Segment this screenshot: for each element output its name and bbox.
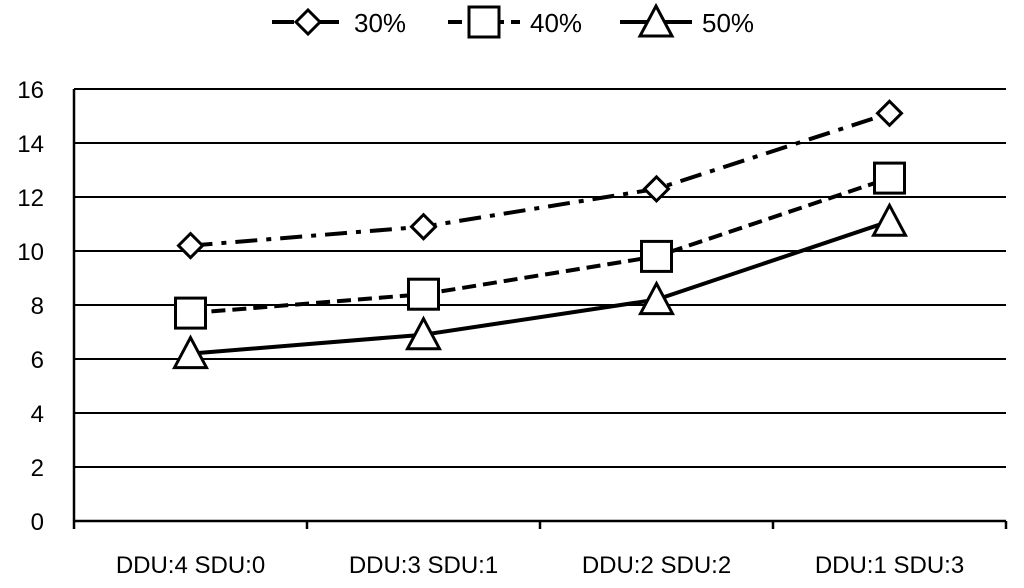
y-tick-label: 12 bbox=[17, 185, 44, 212]
legend-label: 40% bbox=[530, 8, 582, 38]
y-tick-label: 0 bbox=[31, 509, 44, 536]
series-line bbox=[190, 219, 891, 356]
legend-item: 30% bbox=[272, 7, 406, 38]
data-point-marker bbox=[405, 315, 442, 351]
data-point-marker bbox=[871, 202, 908, 237]
legend: 30% 40% 50% bbox=[272, 2, 754, 39]
series-line bbox=[190, 111, 891, 248]
data-point-marker bbox=[638, 280, 675, 316]
axes bbox=[72, 89, 1008, 529]
x-axis-categories: DDU:4 SDU:0 DDU:3 SDU:1 DDU:2 SDU:2 DDU:1 S… bbox=[116, 552, 964, 579]
y-tick-label: 2 bbox=[31, 455, 44, 482]
x-category-label: DDU:3 SDU:1 bbox=[349, 552, 498, 579]
series-50pct bbox=[172, 202, 908, 370]
data-point-marker bbox=[640, 239, 673, 273]
y-tick-label: 16 bbox=[17, 77, 44, 104]
legend-marker bbox=[293, 7, 323, 37]
x-category-label: DDU:4 SDU:0 bbox=[116, 552, 265, 579]
y-tick-label: 6 bbox=[31, 347, 44, 374]
y-axis-ticks: 0 2 4 6 8 10 12 14 16 bbox=[17, 77, 44, 536]
grid-lines bbox=[74, 88, 1006, 468]
y-tick-label: 14 bbox=[17, 131, 44, 158]
series-group bbox=[172, 99, 908, 370]
series-line bbox=[190, 176, 891, 316]
data-point-marker bbox=[642, 174, 671, 204]
y-tick-label: 4 bbox=[31, 401, 44, 428]
legend-item: 50% bbox=[620, 2, 754, 38]
data-point-marker bbox=[873, 161, 906, 195]
legend-marker bbox=[637, 2, 675, 38]
y-tick-label: 8 bbox=[31, 293, 44, 320]
x-category-label: DDU:1 SDU:3 bbox=[815, 552, 964, 579]
legend-label: 50% bbox=[702, 8, 754, 38]
series-30pct bbox=[176, 99, 904, 260]
data-point-marker bbox=[174, 296, 207, 330]
legend-item: 40% bbox=[448, 5, 582, 39]
data-point-marker bbox=[409, 212, 438, 241]
y-tick-label: 10 bbox=[17, 239, 44, 266]
data-point-marker bbox=[407, 277, 440, 311]
x-category-label: DDU:2 SDU:2 bbox=[582, 552, 731, 579]
data-point-marker bbox=[176, 231, 205, 260]
data-point-marker bbox=[172, 334, 209, 370]
legend-marker bbox=[467, 5, 501, 39]
data-point-marker bbox=[875, 99, 904, 128]
legend-label: 30% bbox=[354, 8, 406, 38]
series-40pct bbox=[174, 161, 906, 330]
